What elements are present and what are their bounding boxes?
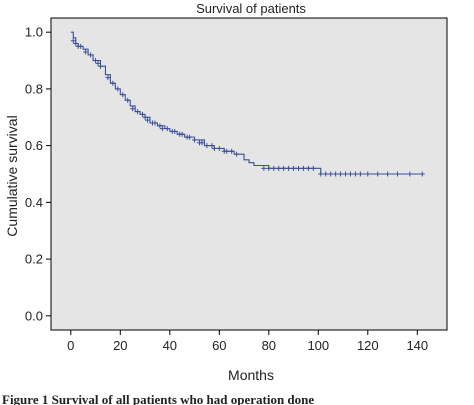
- censor-mark: [130, 106, 136, 112]
- censor-mark: [78, 43, 84, 49]
- censor-mark: [323, 171, 329, 177]
- censor-mark: [83, 49, 89, 55]
- figure-caption: Figure 1 Survival of all patients who ha…: [2, 392, 314, 405]
- censor-mark: [234, 151, 240, 157]
- x-tick-label: 60: [212, 338, 226, 353]
- censor-mark: [385, 171, 391, 177]
- chart-title: Survival of patients: [196, 1, 306, 16]
- censor-mark: [93, 58, 99, 64]
- censor-mark: [266, 165, 272, 171]
- censor-mark: [157, 123, 163, 129]
- censor-mark: [365, 171, 371, 177]
- censor-mark: [271, 165, 277, 171]
- censor-mark: [125, 97, 131, 103]
- censor-mark: [338, 171, 344, 177]
- x-tick-label: 20: [113, 338, 127, 353]
- censor-marks: [70, 38, 425, 177]
- censor-mark: [300, 165, 306, 171]
- censor-mark: [375, 171, 381, 177]
- censor-mark: [276, 165, 282, 171]
- censor-mark: [281, 165, 287, 171]
- censor-mark: [209, 143, 215, 149]
- censor-mark: [145, 117, 151, 123]
- y-tick-label: 1.0: [25, 25, 43, 40]
- x-tick-label: 40: [163, 338, 177, 353]
- censor-mark: [407, 171, 413, 177]
- censor-mark: [192, 137, 198, 143]
- censor-mark: [135, 109, 141, 115]
- y-axis-label: Cumulative survival: [4, 115, 20, 236]
- y-axis: 0.0 0.2 0.4 0.6 0.8 1.0: [25, 25, 51, 323]
- censor-mark: [357, 171, 363, 177]
- censor-mark: [105, 75, 111, 81]
- censor-mark: [159, 126, 165, 132]
- censor-mark: [70, 38, 76, 44]
- x-tick-label: 100: [307, 338, 329, 353]
- censor-mark: [261, 165, 267, 171]
- censor-mark: [115, 86, 121, 92]
- y-tick-label: 0.6: [25, 138, 43, 153]
- censor-mark: [88, 52, 94, 58]
- y-tick-label: 0.8: [25, 81, 43, 96]
- censor-mark: [343, 171, 349, 177]
- censor-mark: [216, 145, 222, 151]
- censor-mark: [333, 171, 339, 177]
- censor-mark: [140, 111, 146, 117]
- y-tick-label: 0.0: [25, 308, 43, 323]
- y-tick-label: 0.4: [25, 195, 43, 210]
- censor-mark: [172, 128, 178, 134]
- censor-mark: [305, 165, 311, 171]
- x-tick-label: 140: [406, 338, 428, 353]
- x-tick-label: 0: [67, 338, 74, 353]
- censor-mark: [352, 171, 358, 177]
- censor-mark: [164, 126, 170, 132]
- censor-mark: [347, 171, 353, 177]
- censor-mark: [179, 131, 185, 137]
- y-tick-label: 0.2: [25, 252, 43, 267]
- censor-mark: [291, 165, 297, 171]
- censor-mark: [419, 171, 425, 177]
- censor-mark: [142, 114, 148, 120]
- censor-mark: [310, 165, 316, 171]
- x-axis: 0 20 40 60 80 100 120 140: [67, 330, 428, 353]
- censor-mark: [211, 145, 217, 151]
- censor-mark: [120, 92, 126, 98]
- censor-mark: [204, 143, 210, 149]
- censor-mark: [73, 41, 79, 47]
- x-tick-label: 120: [357, 338, 379, 353]
- censor-mark: [199, 140, 205, 146]
- censor-mark: [152, 120, 158, 126]
- censor-mark: [98, 63, 103, 69]
- censor-mark: [328, 171, 334, 177]
- censor-mark: [395, 171, 400, 177]
- censor-mark: [95, 60, 101, 66]
- censor-mark: [296, 165, 301, 171]
- x-tick-label: 80: [262, 338, 276, 353]
- x-axis-label: Months: [228, 367, 274, 383]
- censor-mark: [286, 165, 292, 171]
- censor-mark: [318, 171, 324, 177]
- censor-mark: [229, 148, 235, 154]
- censor-mark: [224, 148, 230, 154]
- censor-mark: [110, 80, 116, 86]
- censor-mark: [187, 134, 193, 140]
